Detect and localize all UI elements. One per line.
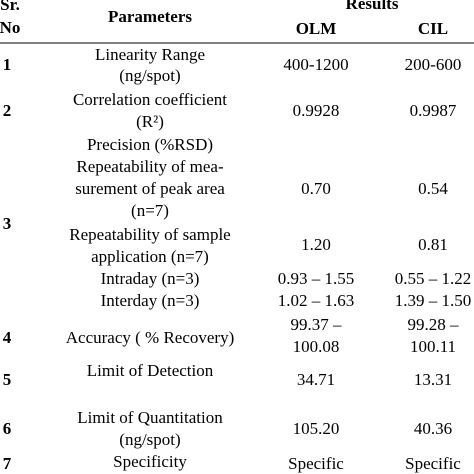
parameter: Precision (%RSD) xyxy=(87,135,213,154)
parameter: Repeatability of mea- xyxy=(76,157,224,176)
olm-value: 99.37 – xyxy=(291,315,343,334)
parameter: Specificity xyxy=(113,452,187,471)
olm-value: 1.02 – 1.63 xyxy=(278,291,355,310)
parameter: Limit of Quantitation xyxy=(77,408,223,427)
parameter: (R²) xyxy=(136,112,164,131)
olm-value: 400-1200 xyxy=(283,55,348,74)
cil-value: 0.55 – 1.22 xyxy=(395,269,472,288)
row-no: 1 xyxy=(3,55,12,74)
cil-value: 0.54 xyxy=(418,179,448,198)
row-no: 3 xyxy=(3,214,12,233)
olm-value: 0.93 – 1.55 xyxy=(278,269,355,288)
header-no: No xyxy=(0,18,20,37)
row-no: 4 xyxy=(3,328,12,347)
header-cil: CIL xyxy=(418,19,448,38)
parameter: Accuracy ( % Recovery) xyxy=(66,328,235,347)
row-no: 2 xyxy=(3,101,12,120)
parameter: (n=7) xyxy=(131,201,169,220)
row-no: 5 xyxy=(3,370,12,389)
cil-value: 0.9987 xyxy=(410,101,457,120)
cil-value: 200-600 xyxy=(405,55,462,74)
cil-value: 40.36 xyxy=(414,419,452,438)
parameter: application (n=7) xyxy=(91,247,209,266)
header-results: Results xyxy=(346,0,399,13)
parameter: (ng/spot) xyxy=(119,66,180,85)
cil-value: 0.81 xyxy=(418,235,448,254)
header-parameters: Parameters xyxy=(108,7,192,26)
parameter: surement of peak area xyxy=(75,179,225,198)
parameter: Linearity Range xyxy=(95,45,205,64)
parameter: Correlation coefficient xyxy=(73,90,227,109)
olm-value: 0.70 xyxy=(301,179,331,198)
row-no: 6 xyxy=(3,419,12,438)
cil-value: 100.11 xyxy=(410,337,456,356)
parameter: Repeatability of sample xyxy=(69,225,230,244)
cil-value: 99.28 – xyxy=(408,315,460,334)
parameter: Intraday (n=3) xyxy=(101,269,200,288)
parameter: Limit of Detection xyxy=(87,361,214,380)
olm-value: 0.9928 xyxy=(293,101,340,120)
olm-value: 105.20 xyxy=(293,419,340,438)
parameter: (ng/spot) xyxy=(119,430,180,449)
olm-value: 100.08 xyxy=(293,337,340,356)
olm-value: Specific xyxy=(288,454,344,473)
cil-value: 13.31 xyxy=(414,370,452,389)
header-sr: Sr. xyxy=(0,0,20,14)
cil-value: 1.39 – 1.50 xyxy=(395,291,472,310)
olm-value: 1.20 xyxy=(301,235,331,254)
olm-value: 34.71 xyxy=(297,370,335,389)
row-no: 7 xyxy=(3,454,12,473)
parameter: Interday (n=3) xyxy=(101,291,200,310)
cil-value: Specific xyxy=(405,454,461,473)
header-olm: OLM xyxy=(296,19,337,38)
